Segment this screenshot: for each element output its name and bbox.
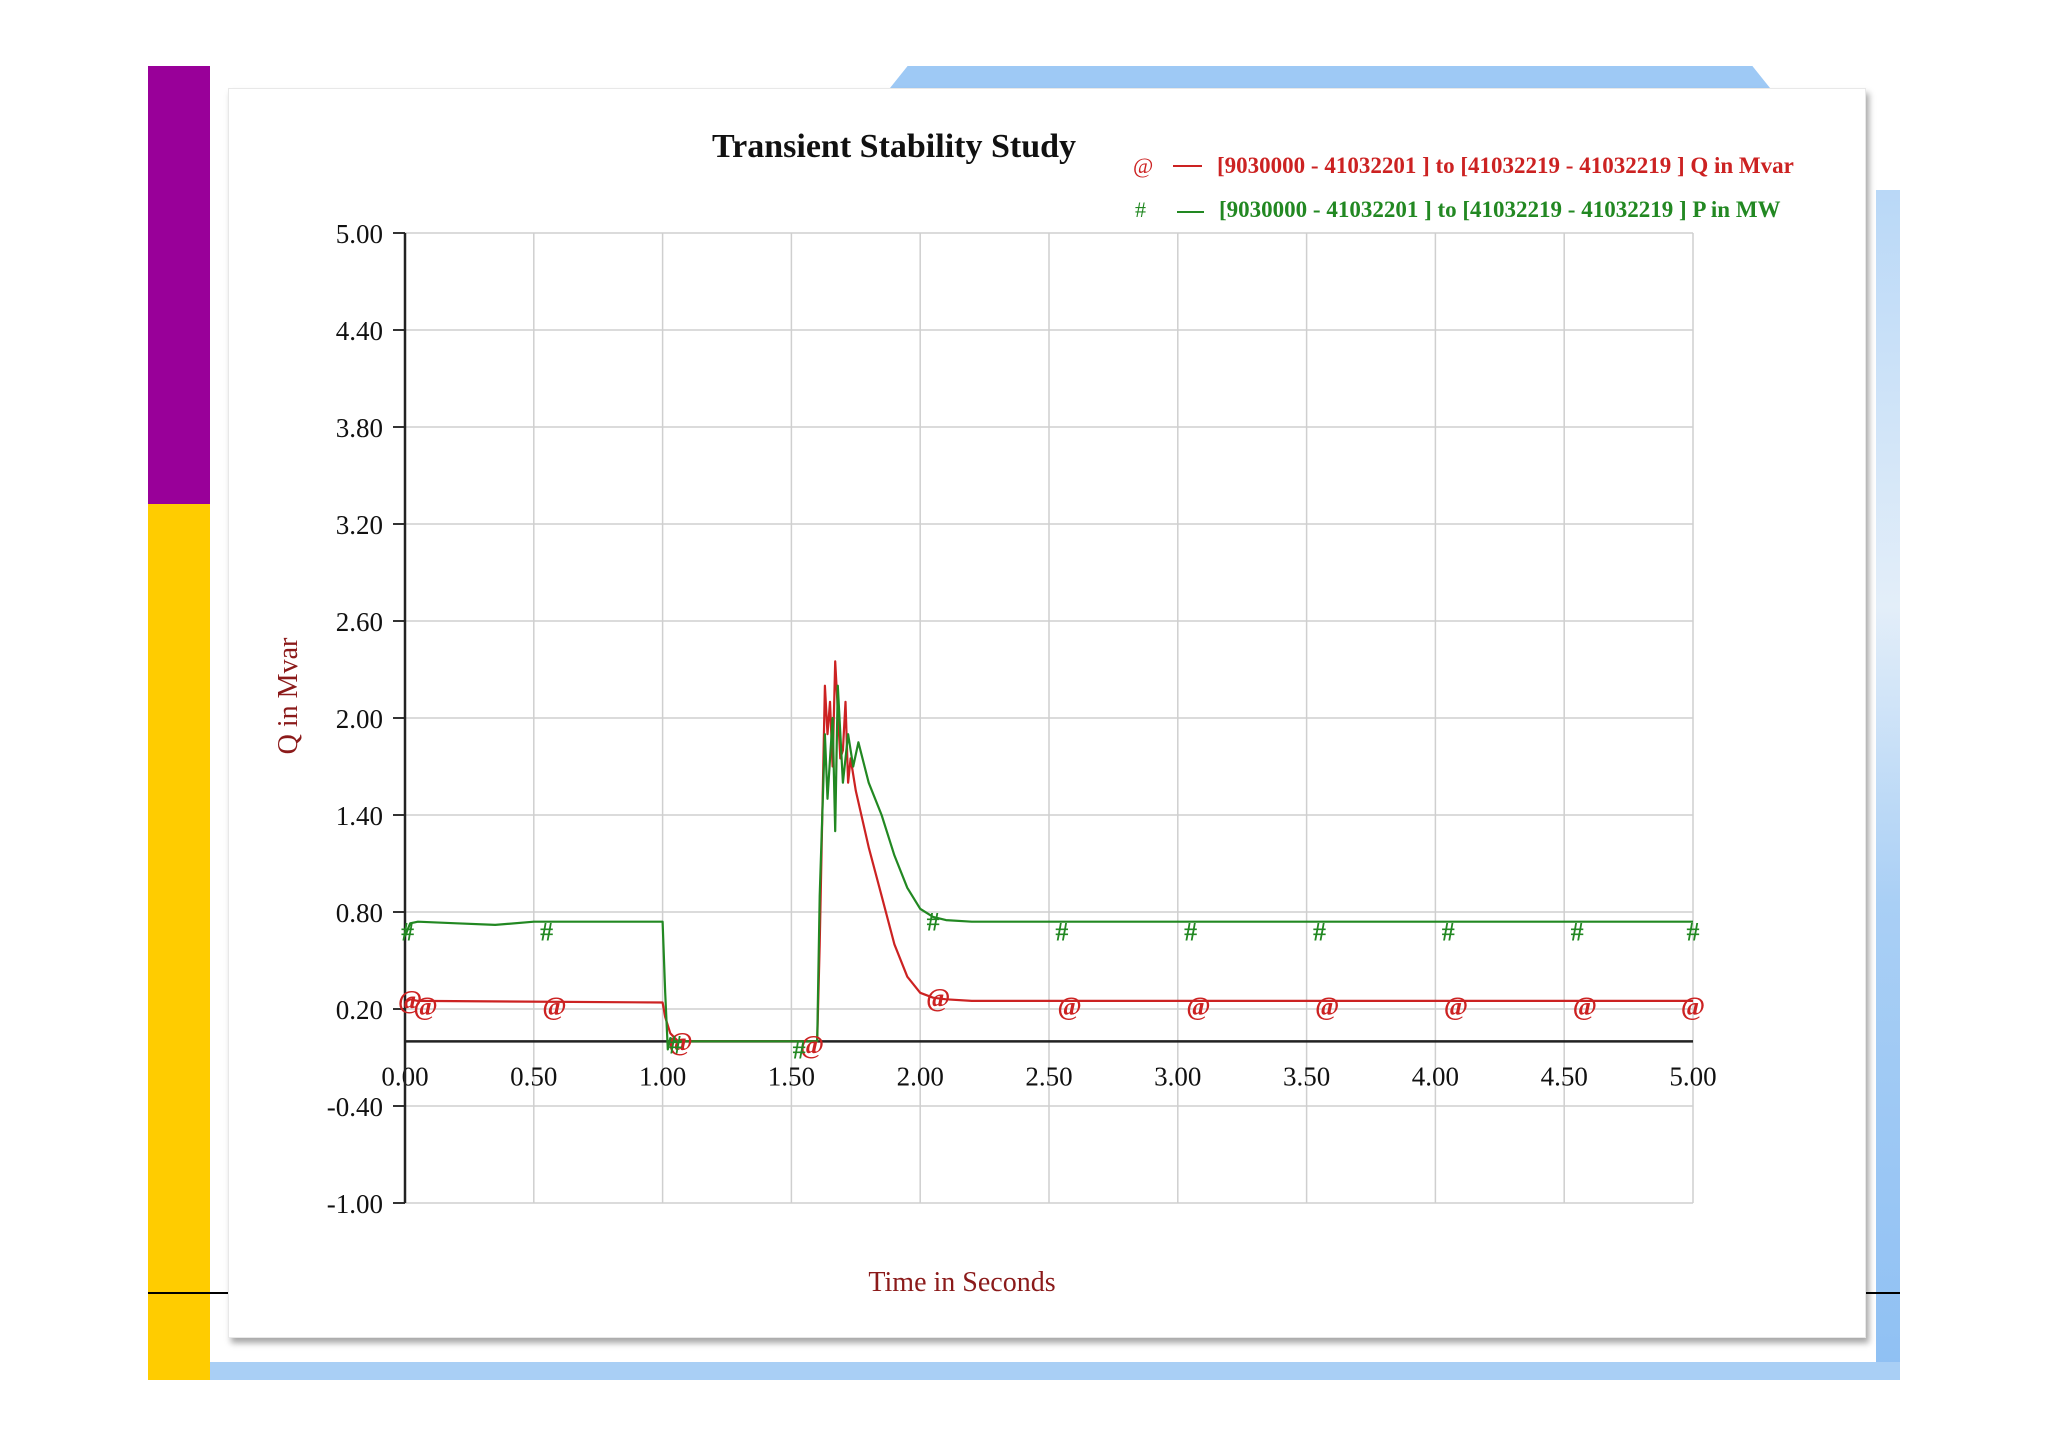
series-0-marker: @ — [542, 992, 566, 1021]
y-axis-label: Q in Mvar — [273, 637, 304, 754]
x-tick-label: 0.50 — [510, 1061, 557, 1091]
y-tick-label: 5.00 — [336, 219, 383, 249]
series-1-marker: # — [1184, 917, 1197, 946]
x-tick-label: 5.00 — [1669, 1061, 1716, 1091]
series-0-marker: @ — [414, 992, 438, 1021]
y-tick-label: 3.80 — [336, 413, 383, 443]
x-tick-label: 1.50 — [768, 1061, 815, 1091]
x-axis-label: Time in Seconds — [868, 1267, 1055, 1298]
decor-rule-right — [1860, 1292, 1900, 1294]
x-tick-label: 4.00 — [1412, 1061, 1459, 1091]
series-0-marker: @ — [1444, 992, 1468, 1021]
series-1-marker: # — [669, 1031, 682, 1060]
decor-rule-left — [148, 1292, 228, 1294]
series-line-0 — [404, 660, 1693, 1043]
series-layer — [403, 660, 1693, 1051]
series-line-1 — [403, 684, 1693, 1051]
series-1-marker: # — [1442, 917, 1455, 946]
axis-layer: 0.00 0.50 1.00 1.50 2.00 2.50 3.00 3.50 4.00 4.50… — [327, 219, 1717, 1219]
grid-layer — [405, 232, 1694, 1204]
series-1-marker: # — [1055, 917, 1068, 946]
x-tick-label: 4.50 — [1541, 1061, 1588, 1091]
y-tick-label: 4.40 — [336, 316, 383, 346]
series-1-marker: # — [927, 908, 940, 937]
x-tick-label: 2.50 — [1025, 1061, 1072, 1091]
series-1-marker: # — [1571, 917, 1584, 946]
decor-bar-blue-top — [890, 66, 1770, 88]
series-1-marker: # — [793, 1035, 806, 1064]
series-0-marker: @ — [1315, 992, 1339, 1021]
legend: @ [9030000 - 41032201 ] to [41032219 - 4… — [1133, 153, 1794, 222]
y-tick-label: -1.00 — [327, 1189, 383, 1219]
y-tick-label: 1.40 — [336, 801, 383, 831]
y-tick-label: 0.20 — [336, 995, 383, 1025]
series-0-marker: @ — [398, 985, 422, 1014]
decor-bar-blue-bottom — [210, 1362, 1900, 1380]
series-0-marker: @ — [1573, 992, 1597, 1021]
series-1-marker: # — [540, 917, 553, 946]
series-1-marker: # — [1313, 917, 1326, 946]
series-0-marker: @ — [800, 1031, 824, 1060]
series-0-marker: @ — [926, 984, 950, 1013]
y-tick-label: 2.60 — [336, 607, 383, 637]
x-tick-label: 2.00 — [897, 1061, 944, 1091]
series-1-marker: # — [401, 917, 414, 946]
y-tick-label: -0.40 — [327, 1092, 383, 1122]
decor-bar-yellow — [148, 504, 210, 1380]
series-0-marker: @ — [1681, 992, 1705, 1021]
series-0-marker: @ — [1058, 992, 1082, 1021]
series-1-marker: # — [1687, 917, 1700, 946]
legend-marker-p: # — [1135, 197, 1146, 222]
decor-bar-blue-right — [1876, 190, 1900, 1380]
chart-svg: 0.00 0.50 1.00 1.50 2.00 2.50 3.00 3.50 4.00 4.50… — [273, 128, 1794, 1298]
x-tick-label: 3.50 — [1283, 1061, 1330, 1091]
y-tick-label: 3.20 — [336, 510, 383, 540]
x-tick-label: 1.00 — [639, 1061, 686, 1091]
chart-panel: 0.00 0.50 1.00 1.50 2.00 2.50 3.00 3.50 4.00 4.50… — [228, 88, 1866, 1338]
decor-bar-purple — [148, 66, 210, 504]
y-tick-label: 0.80 — [336, 898, 383, 928]
series-0-marker: @ — [669, 1027, 693, 1056]
y-tick-label: 2.00 — [336, 704, 383, 734]
legend-marker-q: @ — [1133, 153, 1153, 178]
x-tick-label: 3.00 — [1154, 1061, 1201, 1091]
series-0-marker: @ — [1186, 992, 1210, 1021]
chart-title: Transient Stability Study — [712, 128, 1076, 165]
legend-label-q: [9030000 - 41032201 ] to [41032219 - 410… — [1217, 153, 1794, 178]
legend-label-p: [9030000 - 41032201 ] to [41032219 - 410… — [1219, 197, 1781, 222]
marker-layer: @@ @@ @@ @ @ @ @ @ @# ## ## # # # # # # — [398, 908, 1705, 1065]
